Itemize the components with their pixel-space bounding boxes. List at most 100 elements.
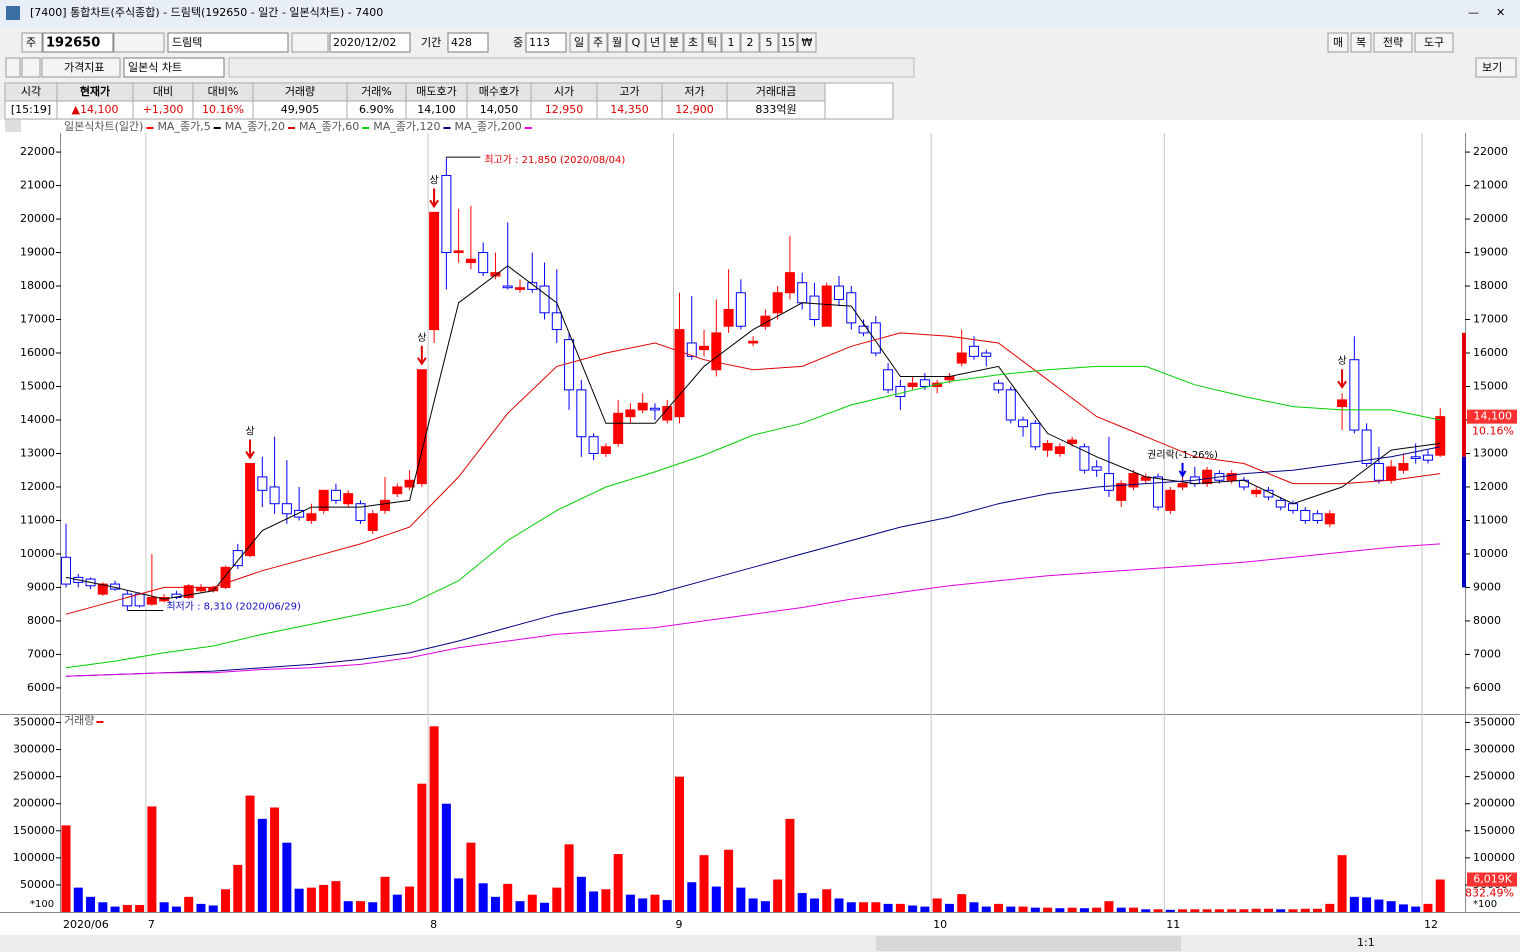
tool-button[interactable] [5, 57, 21, 78]
close[interactable]: ✕ [1496, 6, 1505, 19]
volume-bar [306, 887, 316, 912]
quote-value: 14,350 [610, 103, 649, 116]
volume-bar [932, 898, 942, 912]
nav-buttons[interactable] [291, 32, 329, 53]
limit-arrow [1337, 369, 1347, 389]
x-tick-label: 11 [1166, 918, 1180, 931]
interval-button[interactable] [759, 32, 779, 53]
candle-body [429, 211, 440, 331]
volume-bar [564, 844, 574, 912]
interval-button[interactable] [778, 32, 798, 53]
volume-bar [527, 894, 537, 912]
volume-bar [1337, 855, 1347, 912]
interval-button[interactable] [664, 32, 684, 53]
interval-button[interactable] [626, 32, 646, 53]
volume-bar [245, 795, 255, 912]
right-button[interactable] [1373, 32, 1413, 53]
volume-bar [355, 901, 365, 912]
volume-change: 832.49% [1465, 887, 1514, 900]
chart-area [0, 120, 1520, 935]
candle-body [1177, 483, 1188, 488]
candle-body [1226, 473, 1237, 481]
candle-body [723, 308, 734, 327]
interval-button[interactable] [797, 32, 817, 53]
candle-body [490, 272, 501, 277]
window-controls[interactable] [1458, 4, 1514, 22]
limit-marker: 상 [417, 332, 426, 344]
drawing-tools[interactable] [228, 57, 915, 78]
volume-bar [110, 906, 120, 912]
interval-button[interactable] [702, 32, 722, 53]
quote-value: 6.90% [359, 103, 394, 116]
date-input[interactable] [329, 32, 411, 53]
minimize[interactable]: — [1468, 6, 1479, 19]
candle-body [858, 325, 869, 334]
ratio: 1:1 [1357, 936, 1375, 949]
volume-bar [208, 905, 218, 912]
candle-body [1153, 476, 1164, 508]
volume-bar [441, 803, 451, 912]
period-input[interactable] [447, 32, 489, 53]
candle-body [269, 486, 280, 505]
right-button[interactable] [1327, 32, 1349, 53]
quote-header: 거래% [361, 85, 392, 98]
interval-button[interactable] [588, 32, 608, 53]
interval-button[interactable] [645, 32, 665, 53]
x-tick-label: 12 [1424, 918, 1438, 931]
candle-body [1202, 469, 1213, 485]
y-tick-label: 8000 [1473, 614, 1501, 627]
name-input[interactable] [167, 32, 289, 53]
interval-button[interactable] [740, 32, 760, 53]
volume-bar [724, 849, 734, 912]
toggle-button[interactable] [5, 120, 21, 132]
volume-bar [257, 818, 267, 912]
ma-line [65, 265, 1441, 600]
candle-body [649, 407, 660, 411]
interval-button[interactable] [607, 32, 627, 53]
tool-button[interactable] [21, 57, 41, 78]
volume-bar [859, 902, 869, 912]
volume-bar [1374, 899, 1384, 912]
right-button[interactable] [1350, 32, 1372, 53]
y-tick-label: 100000 [13, 851, 55, 864]
volume-bar [1251, 908, 1261, 912]
code-input[interactable] [42, 32, 114, 53]
volume-bar [1190, 909, 1200, 912]
interval: Q [632, 36, 641, 49]
volume-bar [908, 905, 918, 912]
volume-bar [625, 894, 635, 912]
interval: ₩ [802, 36, 813, 49]
candle-body [564, 339, 575, 391]
y-tick-label: 150000 [13, 824, 55, 837]
interval-button[interactable] [569, 32, 589, 53]
view-button[interactable] [1475, 57, 1517, 78]
y-tick-label: 12000 [1473, 480, 1508, 493]
volume-bar [1043, 907, 1053, 912]
interval-button[interactable] [683, 32, 703, 53]
legend-label: MA_종가,20 [225, 120, 285, 133]
y-tick-label: 22000 [1473, 145, 1508, 158]
interval: 분 [669, 36, 679, 49]
interval: 주 [593, 36, 603, 49]
candle-body [330, 489, 341, 501]
right-button-label: 도구 [1424, 36, 1444, 49]
legend-label: MA_종가,5 [157, 120, 210, 133]
quote-header: 대비% [208, 85, 239, 98]
y-tick-label: 18000 [1473, 279, 1508, 292]
candle-body [735, 292, 746, 327]
right-button[interactable] [1414, 32, 1454, 53]
y-tick-label: 19000 [20, 246, 55, 259]
legend-label: MA_종가,60 [299, 120, 359, 133]
interval-button[interactable] [721, 32, 741, 53]
indicator-button[interactable] [41, 57, 121, 78]
search-buttons[interactable] [113, 32, 165, 53]
scrollbar[interactable] [876, 936, 1181, 951]
count-input[interactable] [525, 32, 567, 53]
count-label: 중 [513, 36, 523, 49]
chart-kind-select[interactable] [123, 57, 225, 78]
ma-line [65, 332, 1441, 615]
volume-bar [576, 876, 586, 912]
market-button[interactable] [21, 32, 43, 53]
y-tick-label: 10000 [20, 547, 55, 560]
